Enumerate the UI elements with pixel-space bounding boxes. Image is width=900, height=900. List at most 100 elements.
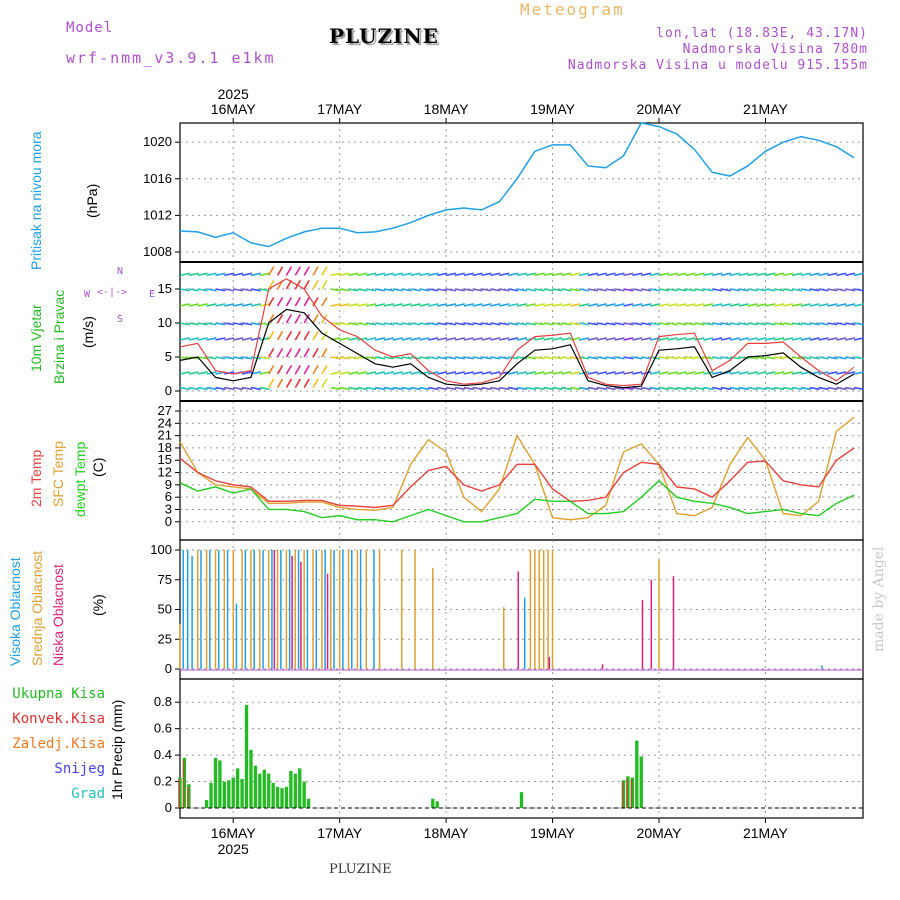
wind-barb — [729, 303, 740, 307]
wind-barb — [312, 347, 319, 358]
ytick-label-precip: 0.6 — [154, 721, 172, 736]
pressure-line — [179, 122, 855, 248]
wind-barb — [294, 364, 302, 375]
wind-barb — [552, 288, 563, 292]
wind-barb — [800, 337, 811, 341]
frozen-precip-label: Zaledj.Kisa — [12, 736, 105, 752]
wind-barb — [791, 356, 803, 360]
wind-barb — [694, 386, 705, 391]
precip-bar — [218, 760, 222, 808]
ytick-label-cloud: 50 — [158, 602, 172, 617]
date-tick-bottom: 16MAY — [211, 825, 257, 841]
wind-barb — [836, 272, 847, 277]
wind-barb — [366, 272, 377, 277]
precip-bar — [209, 782, 213, 808]
wind-barb — [268, 378, 275, 389]
wind-barb — [765, 337, 776, 341]
wind-barb — [694, 288, 705, 292]
wind-barb — [561, 322, 572, 326]
wind-barb — [294, 378, 302, 389]
wind-barb — [481, 322, 492, 326]
wind-barb — [348, 303, 359, 307]
wind-barb — [738, 386, 749, 391]
wind-barb — [765, 303, 776, 307]
wind-barb — [836, 371, 847, 375]
wind-barb — [632, 356, 643, 360]
wind-barb — [224, 322, 235, 326]
wind-barb — [587, 322, 599, 326]
wind-barb — [774, 288, 785, 292]
wind-barb — [268, 313, 275, 324]
wind-barb — [401, 272, 412, 277]
wind-barb — [774, 386, 785, 391]
wind-barb — [499, 386, 510, 391]
wind-barb — [445, 288, 457, 292]
ytick-label-temperature: 18 — [158, 440, 172, 455]
ytick-label-pressure: 1020 — [143, 134, 172, 149]
wind-barb — [712, 322, 723, 326]
wind-barb — [632, 272, 643, 277]
wind-barb — [614, 288, 625, 292]
precip-bar — [244, 704, 249, 808]
wind-barb — [685, 288, 696, 292]
wind-barb — [578, 272, 590, 277]
wind-barb — [534, 288, 545, 292]
precip-bar — [267, 773, 271, 808]
wind-barb — [490, 337, 501, 341]
wind-barb — [241, 371, 253, 375]
wind-barb — [703, 371, 714, 375]
wind-barb — [818, 272, 829, 277]
wind-barb — [809, 322, 820, 326]
wind-barb — [596, 303, 607, 307]
wind-barb — [667, 303, 678, 307]
wind-barb — [667, 371, 678, 375]
wind-barb — [685, 337, 696, 341]
wind-barb — [179, 303, 190, 307]
wind-barb — [419, 386, 430, 391]
wind-barb — [756, 337, 767, 341]
total-precip-label: Ukupna Kisa — [12, 686, 105, 702]
wind-barb — [357, 288, 368, 292]
wind-barb — [712, 303, 723, 307]
wind-barb — [445, 371, 457, 375]
wind-barb — [791, 303, 802, 307]
wind-barb — [649, 288, 661, 292]
wind-barb — [676, 303, 687, 307]
wind-barb — [268, 330, 275, 341]
wind-barb — [366, 288, 377, 292]
footer-location: PLUZINE — [329, 862, 392, 877]
wind-barb — [641, 356, 652, 360]
wind-barb — [490, 356, 501, 360]
wind-barb — [658, 337, 669, 341]
wind-barb — [827, 356, 838, 360]
wind-barb — [481, 356, 492, 360]
wind-barb — [774, 272, 785, 277]
wind-barb — [712, 288, 723, 292]
wind-barb — [233, 288, 244, 292]
wind-barb — [294, 313, 302, 324]
wind-barb — [215, 322, 226, 326]
wind-barb — [729, 386, 740, 391]
conv-precip-bar — [621, 781, 624, 808]
wind-barb — [276, 330, 284, 341]
wind-barb — [587, 356, 599, 360]
wind-barb — [392, 371, 403, 375]
wind-barb — [747, 337, 758, 341]
precip-bar — [231, 777, 235, 808]
wind-barb — [525, 272, 536, 277]
wind-barb — [552, 371, 563, 375]
wind-barb — [206, 356, 217, 360]
wind-barbs — [179, 266, 865, 391]
wind-barb — [463, 386, 474, 391]
wind-barb — [543, 322, 554, 326]
wind-barb — [694, 356, 705, 360]
precip-bar — [262, 769, 266, 808]
wind-barb — [800, 288, 811, 292]
wind-barb — [401, 288, 412, 292]
wind-barb — [579, 356, 590, 360]
wind-barb — [321, 364, 328, 375]
wind-barb — [330, 272, 341, 277]
wind-barb — [791, 288, 803, 292]
wind-barb — [490, 303, 501, 307]
wind-barb — [809, 356, 820, 360]
